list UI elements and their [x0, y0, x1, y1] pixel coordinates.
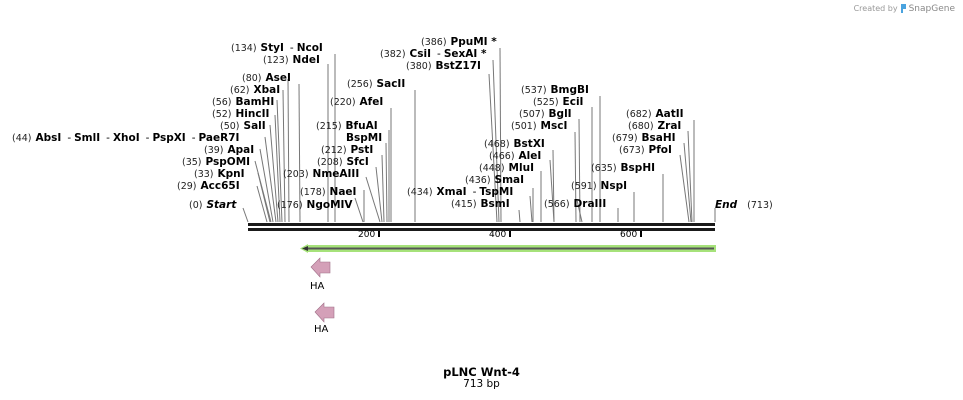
site-label-mlui[interactable]: (448) MluI — [479, 162, 534, 174]
site-label-asei[interactable]: (80) AseI — [242, 72, 291, 84]
site-label-ppumi[interactable]: (386) PpuMI * — [421, 36, 497, 48]
site-label-zrai[interactable]: (680) ZraI — [628, 120, 682, 132]
site-label-styi-ncoi[interactable]: (134) StyI - NcoI — [231, 42, 323, 54]
site-label-bfuai[interactable]: (215) BfuAI — [316, 120, 378, 132]
ha-feature-arrow-2[interactable] — [314, 302, 335, 323]
site-label-bamhi[interactable]: (56) BamHI — [212, 96, 275, 108]
site-label-ecii[interactable]: (525) EciI — [533, 96, 584, 108]
site-label-naei[interactable]: (178) NaeI — [300, 186, 357, 198]
site-label-sfci[interactable]: (208) SfcI — [317, 156, 369, 168]
snapgene-credit: Created by SnapGene — [854, 3, 955, 14]
site-label-ngomiv[interactable]: (176) NgoMIV — [277, 199, 353, 211]
site-label-sacii[interactable]: (256) SacII — [347, 78, 406, 90]
ruler-label-600: 600 — [620, 230, 638, 240]
site-label-psti[interactable]: (212) PstI — [321, 144, 374, 156]
end-label: End (713) — [715, 199, 773, 211]
site-label-bspmi[interactable]: BspMI — [346, 132, 383, 144]
site-label-bstz17i[interactable]: (380) BstZ17I — [406, 60, 481, 72]
ruler-tick-400 — [509, 231, 511, 237]
map-length: 713 bp — [463, 378, 500, 390]
site-label-nmeaiii[interactable]: (203) NmeAIII — [283, 168, 360, 180]
site-label-bstxi[interactable]: (468) BstXI — [484, 138, 545, 150]
site-label-pspomi[interactable]: (35) PspOMI — [182, 156, 251, 168]
site-label-acc65i[interactable]: (29) Acc65I — [177, 180, 240, 192]
ruler-label-200: 200 — [358, 230, 376, 240]
map-title: pLNC Wnt-4 — [443, 365, 520, 379]
site-label-msci[interactable]: (501) MscI — [511, 120, 568, 132]
site-label-bmgbi[interactable]: (537) BmgBI — [521, 84, 589, 96]
site-connector-lines — [242, 47, 716, 223]
ha-feature-label-2[interactable]: HA — [314, 324, 329, 335]
site-label-bsphi[interactable]: (635) BspHI — [591, 162, 656, 174]
site-label-hincii[interactable]: (52) HincII — [212, 108, 270, 120]
ha-feature-arrow-1[interactable] — [310, 257, 331, 278]
credit-brand: SnapGene — [908, 3, 955, 14]
site-label-draiii[interactable]: (566) DraIII — [544, 198, 607, 210]
site-label-bgli[interactable]: (507) BglI — [519, 108, 572, 120]
site-label-kpni[interactable]: (33) KpnI — [194, 168, 245, 180]
site-label-smai[interactable]: (436) SmaI — [465, 174, 525, 186]
credit-prefix: Created by — [853, 4, 898, 13]
site-label-ndei[interactable]: (123) NdeI — [263, 54, 320, 66]
site-label-csii-sexai[interactable]: (382) CsiI - SexAI * — [380, 48, 487, 60]
site-label-sali[interactable]: (50) SalI — [220, 120, 266, 132]
site-label-bsahi[interactable]: (679) BsaHI — [612, 132, 676, 144]
site-label-xmai-tspmi[interactable]: (434) XmaI - TspMI — [407, 186, 514, 198]
orf-feature-arrow[interactable] — [300, 244, 716, 253]
ruler-label-400: 400 — [489, 230, 507, 240]
site-label-aatii[interactable]: (682) AatII — [626, 108, 684, 120]
ruler-tick-200 — [378, 231, 380, 237]
ha-feature-label-1[interactable]: HA — [310, 281, 325, 292]
start-label: (0) Start — [189, 199, 237, 211]
site-label-pfoi[interactable]: (673) PfoI — [619, 144, 672, 156]
site-label-nspi[interactable]: (591) NspI — [571, 180, 628, 192]
site-label-afei[interactable]: (220) AfeI — [330, 96, 384, 108]
snapgene-logo-icon — [900, 4, 906, 13]
site-label-absi-group[interactable]: (44) AbsI - SmlI - XhoI - PspXI - PaeR7I — [12, 132, 240, 144]
ruler-tick-600 — [640, 231, 642, 237]
backbone-top-strand — [248, 223, 715, 226]
site-label-bsmi[interactable]: (415) BsmI — [451, 198, 510, 210]
site-label-apai[interactable]: (39) ApaI — [204, 144, 255, 156]
site-label-xbai[interactable]: (62) XbaI — [230, 84, 281, 96]
site-label-alei[interactable]: (466) AleI — [489, 150, 542, 162]
backbone-bottom-strand — [248, 228, 715, 231]
